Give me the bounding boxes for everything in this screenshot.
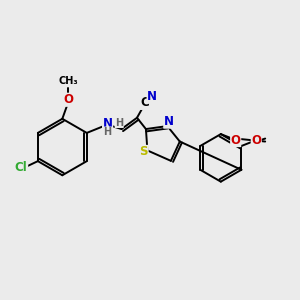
Text: H: H bbox=[103, 127, 112, 137]
Text: S: S bbox=[140, 146, 148, 158]
Text: O: O bbox=[251, 134, 261, 146]
Text: C: C bbox=[140, 96, 149, 110]
Text: CH₃: CH₃ bbox=[58, 76, 78, 86]
Text: N: N bbox=[164, 115, 174, 128]
Text: O: O bbox=[231, 134, 241, 146]
Text: O: O bbox=[63, 93, 73, 106]
Text: Cl: Cl bbox=[15, 161, 28, 175]
Text: N: N bbox=[103, 117, 112, 130]
Text: N: N bbox=[147, 90, 157, 103]
Text: H: H bbox=[115, 118, 123, 128]
